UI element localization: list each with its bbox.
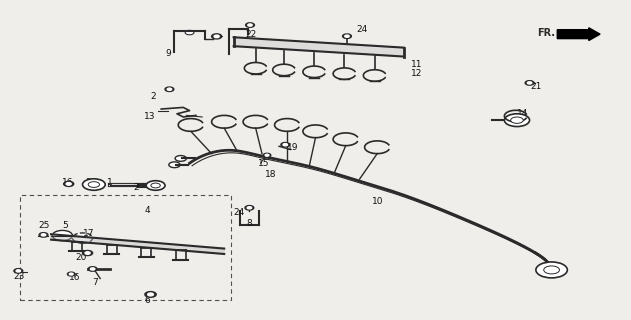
Text: 3: 3 xyxy=(86,178,91,187)
Circle shape xyxy=(345,35,349,37)
Circle shape xyxy=(525,81,534,85)
Text: 16: 16 xyxy=(69,273,80,282)
Text: 13: 13 xyxy=(144,113,156,122)
Text: FR.: FR. xyxy=(537,28,555,38)
Circle shape xyxy=(148,293,153,296)
Circle shape xyxy=(64,181,74,187)
Text: 17: 17 xyxy=(83,229,94,238)
Polygon shape xyxy=(233,37,404,57)
Circle shape xyxy=(343,34,351,38)
Circle shape xyxy=(510,117,523,123)
Text: 15: 15 xyxy=(257,159,269,168)
Text: 5: 5 xyxy=(62,221,68,230)
Circle shape xyxy=(248,24,252,26)
Bar xyxy=(20,195,230,300)
Text: 22: 22 xyxy=(245,30,256,39)
FancyArrow shape xyxy=(557,28,600,41)
Circle shape xyxy=(211,34,221,39)
Circle shape xyxy=(504,114,529,126)
Circle shape xyxy=(528,82,532,84)
Circle shape xyxy=(16,270,21,272)
Circle shape xyxy=(14,269,23,273)
Circle shape xyxy=(73,233,93,243)
Circle shape xyxy=(90,268,95,270)
Text: 14: 14 xyxy=(517,109,528,118)
Circle shape xyxy=(66,183,71,185)
Circle shape xyxy=(165,87,174,92)
Text: 4: 4 xyxy=(144,206,150,215)
Circle shape xyxy=(536,262,567,278)
Circle shape xyxy=(214,35,219,38)
Circle shape xyxy=(85,252,90,254)
Circle shape xyxy=(245,205,254,210)
Circle shape xyxy=(83,251,93,256)
Circle shape xyxy=(88,182,100,188)
Text: 25: 25 xyxy=(38,221,50,230)
Circle shape xyxy=(265,154,269,156)
Text: 11: 11 xyxy=(411,60,423,69)
Text: 18: 18 xyxy=(265,170,276,179)
Text: 21: 21 xyxy=(531,82,542,91)
Text: 2: 2 xyxy=(133,183,139,192)
Circle shape xyxy=(283,144,288,146)
Circle shape xyxy=(185,30,194,35)
Text: 8: 8 xyxy=(246,219,252,228)
Circle shape xyxy=(68,272,75,276)
Text: 7: 7 xyxy=(92,278,98,287)
Circle shape xyxy=(41,234,45,236)
Text: 9: 9 xyxy=(166,49,172,58)
Text: 2: 2 xyxy=(151,92,156,101)
Text: 24: 24 xyxy=(233,208,245,217)
Text: 6: 6 xyxy=(144,296,150,305)
Circle shape xyxy=(281,142,290,147)
Text: 12: 12 xyxy=(411,69,423,78)
Circle shape xyxy=(245,23,254,27)
Text: 16: 16 xyxy=(62,178,74,187)
Text: 10: 10 xyxy=(372,197,384,206)
Circle shape xyxy=(169,162,180,168)
Circle shape xyxy=(145,292,156,297)
Circle shape xyxy=(52,230,73,241)
Circle shape xyxy=(247,207,252,209)
Circle shape xyxy=(83,179,105,190)
Polygon shape xyxy=(51,234,224,254)
Circle shape xyxy=(263,153,271,157)
Text: 24: 24 xyxy=(357,25,368,34)
Circle shape xyxy=(167,88,172,90)
Text: 23: 23 xyxy=(13,272,25,281)
Circle shape xyxy=(544,266,560,274)
Text: 1: 1 xyxy=(107,178,112,187)
Circle shape xyxy=(39,233,48,237)
Text: 20: 20 xyxy=(75,253,86,262)
Circle shape xyxy=(69,273,73,275)
Text: 19: 19 xyxy=(287,143,298,152)
Circle shape xyxy=(175,156,186,161)
Circle shape xyxy=(151,183,160,188)
Circle shape xyxy=(146,181,165,190)
Circle shape xyxy=(88,267,97,271)
